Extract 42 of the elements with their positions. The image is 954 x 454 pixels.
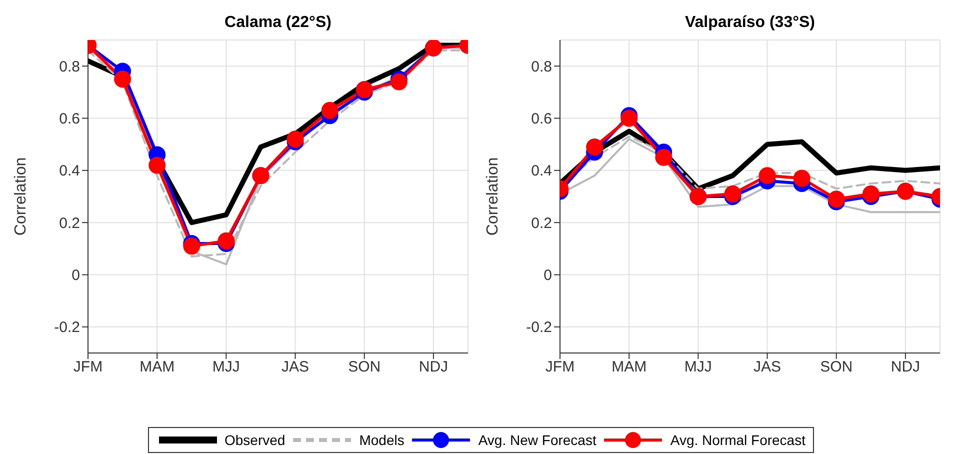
x-tick-label: JFM xyxy=(73,358,103,376)
x-tick-label: MJJ xyxy=(212,358,240,376)
point xyxy=(321,102,338,119)
point xyxy=(862,185,880,202)
point xyxy=(724,185,742,202)
y-tick-label: 0.4 xyxy=(59,162,80,180)
y-axis-title: Correlation xyxy=(12,157,30,236)
point xyxy=(793,170,810,187)
y-tick-label: 0.6 xyxy=(531,110,552,128)
legend-label: Models xyxy=(359,432,404,448)
y-tick-label: 0.8 xyxy=(59,58,80,76)
point xyxy=(148,156,166,174)
point xyxy=(114,70,132,88)
x-tick-label: MJJ xyxy=(684,358,712,376)
y-tick-label: 0 xyxy=(72,267,80,284)
x-tick-label: NDJ xyxy=(418,358,448,376)
y-tick-label: 0.4 xyxy=(531,162,552,180)
x-tick-label: MAM xyxy=(612,358,647,376)
y-tick-label: 0.2 xyxy=(59,214,80,232)
y-tick-label: 0 xyxy=(544,267,552,284)
x-tick-label: JFM xyxy=(545,358,575,376)
chart-title: Calama (22°S) xyxy=(224,14,332,32)
x-tick-label: JAS xyxy=(282,358,310,376)
legend-label: Avg. New Forecast xyxy=(478,432,596,448)
point xyxy=(183,238,200,255)
x-tick-label: NDJ xyxy=(890,358,920,376)
legend-label: Observed xyxy=(224,432,286,448)
x-tick-label: MAM xyxy=(140,358,175,376)
y-tick-label: 0.6 xyxy=(59,110,80,128)
legend-label: Avg. Normal Forecast xyxy=(670,432,806,448)
x-tick-label: SON xyxy=(348,358,381,376)
y-tick-label: 0.2 xyxy=(531,214,552,232)
x-tick-label: JAS xyxy=(754,358,782,376)
y-axis-title: Correlation xyxy=(484,157,502,236)
x-tick-label: SON xyxy=(820,358,853,376)
point xyxy=(586,138,604,156)
y-tick-label: 0.8 xyxy=(531,58,552,76)
point xyxy=(758,167,776,184)
y-tick-label: -0.2 xyxy=(526,319,552,336)
y-tick-label: -0.2 xyxy=(54,319,80,336)
chart-title: Valparaíso (33°S) xyxy=(684,14,816,32)
point xyxy=(655,148,672,166)
